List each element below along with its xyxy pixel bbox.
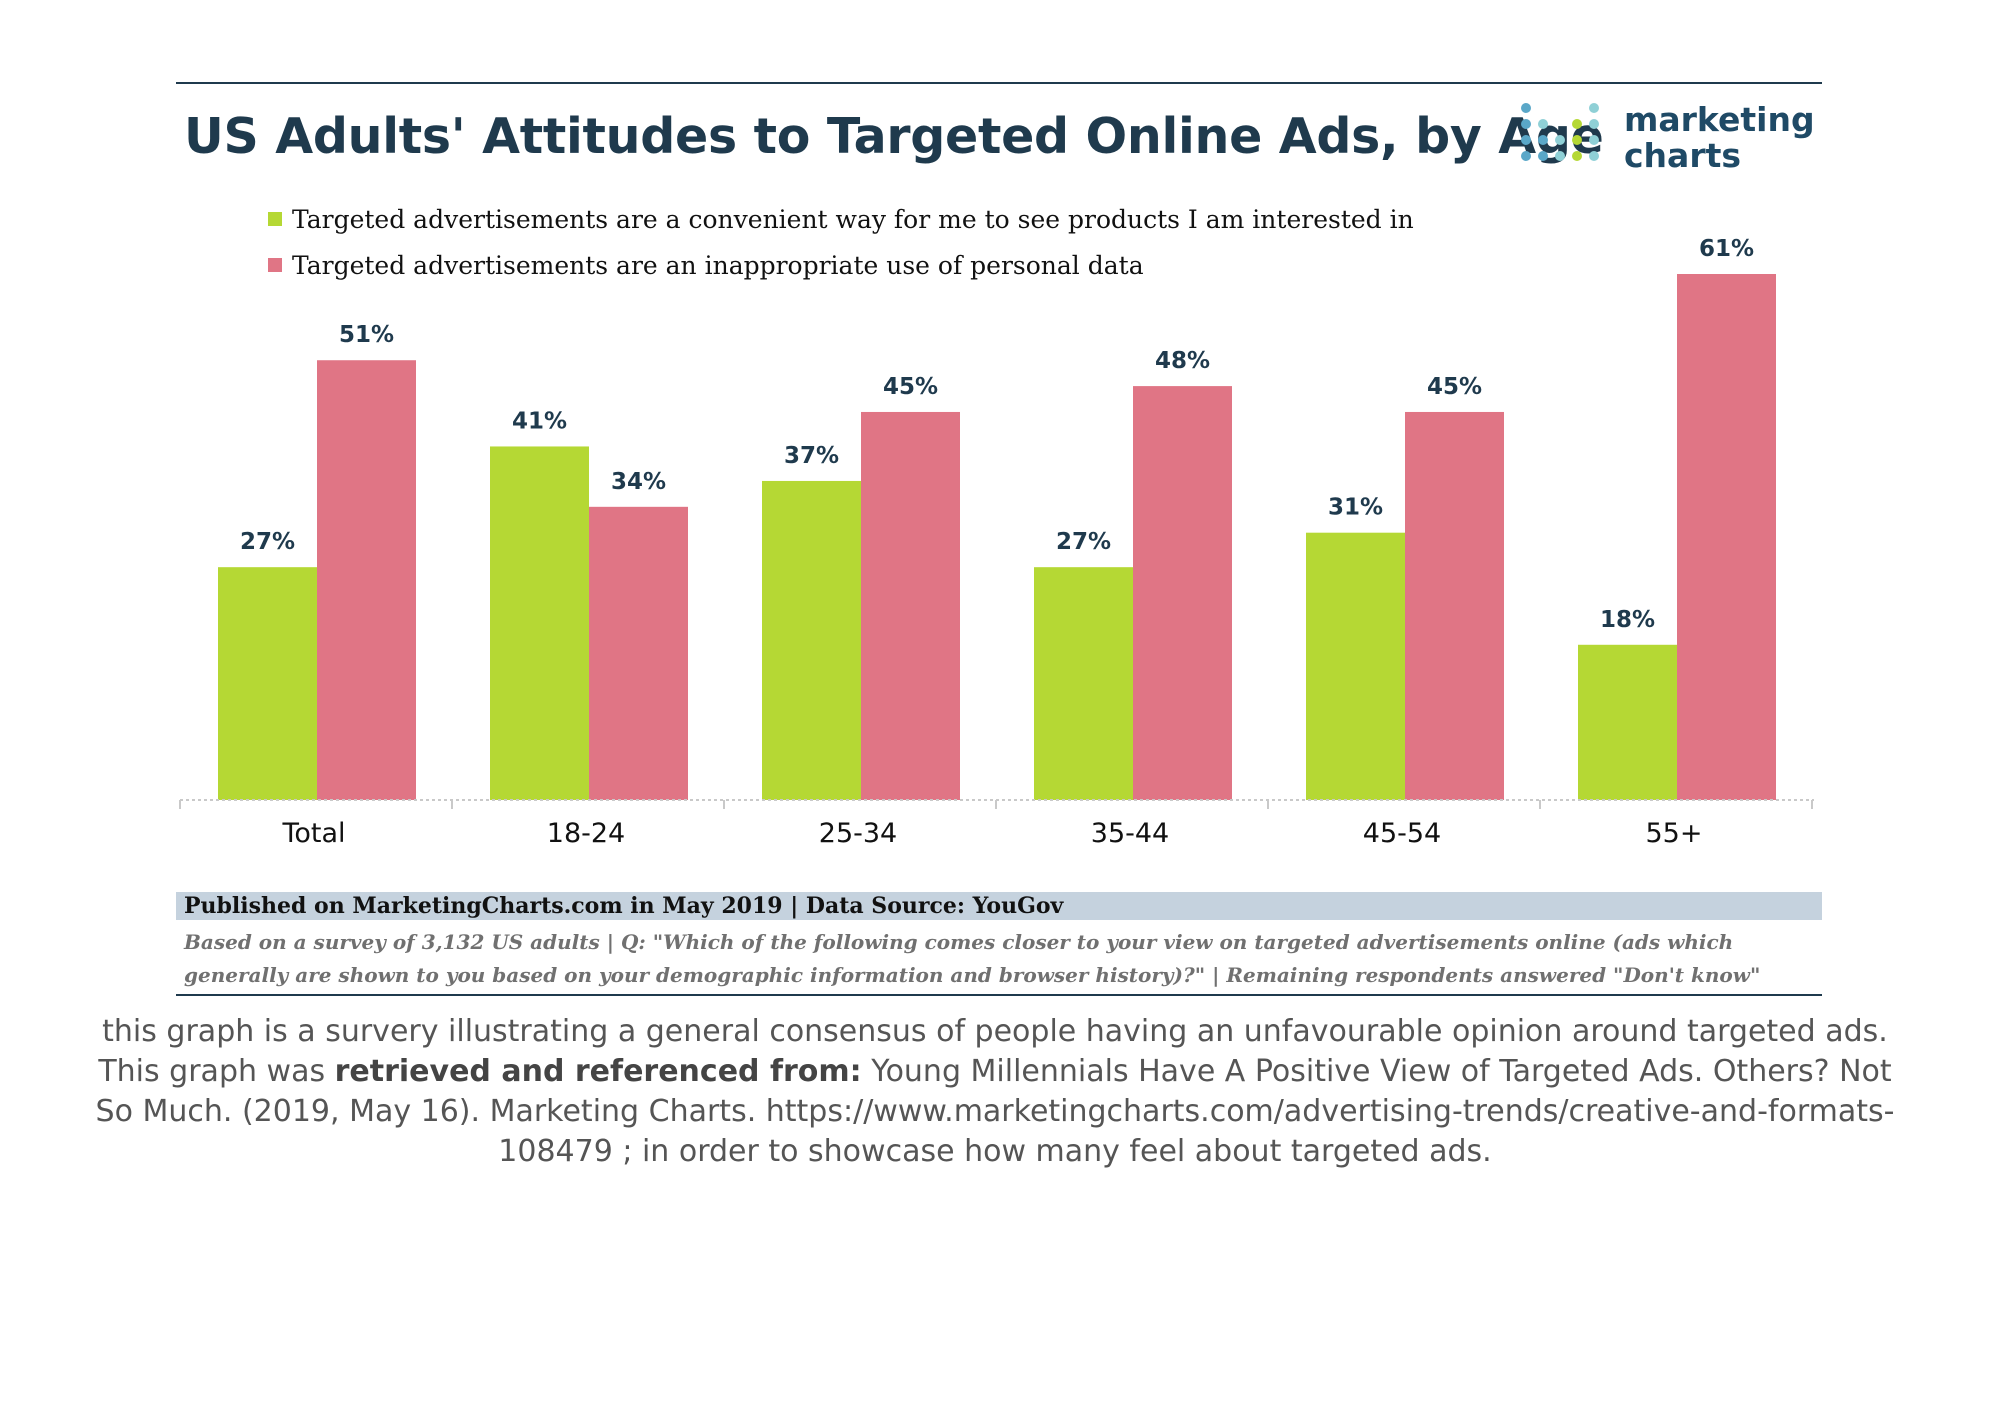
logo-line-1: marketing — [1624, 100, 1815, 139]
data-label-convenient-2: 37% — [784, 443, 839, 469]
x-tick-label-2: 25-34 — [819, 818, 897, 849]
data-label-inappropriate-1: 34% — [611, 469, 666, 495]
legend-label-convenient: Targeted advertisements are a convenient… — [292, 204, 1414, 234]
x-tick-label-4: 45-54 — [1363, 818, 1441, 849]
data-label-inappropriate-4: 45% — [1427, 374, 1482, 400]
bar-convenient-4 — [1306, 532, 1405, 800]
x-tick-label-3: 35-44 — [1091, 818, 1169, 849]
bar-convenient-3 — [1034, 567, 1133, 800]
x-tick-label-1: 18-24 — [547, 818, 625, 849]
bar-inappropriate-2 — [861, 411, 960, 800]
caption-part-1: this graph is a survery illustrating a g… — [98, 1014, 1888, 1089]
legend-swatch-pink — [268, 258, 282, 272]
data-label-convenient-0: 27% — [240, 529, 295, 555]
caption: this graph is a survery illustrating a g… — [80, 1012, 1910, 1172]
data-label-convenient-1: 41% — [512, 408, 567, 434]
bar-convenient-0 — [218, 567, 317, 800]
caption-bold: retrieved and referenced from: — [334, 1054, 862, 1089]
legend: Targeted advertisements are a convenient… — [268, 196, 1414, 288]
bar-inappropriate-1 — [589, 506, 688, 800]
footer-source-band: Published on MarketingCharts.com in May … — [176, 892, 1822, 920]
legend-label-inappropriate: Targeted advertisements are an inappropr… — [292, 250, 1144, 280]
bar-inappropriate-4 — [1405, 411, 1504, 800]
bar-inappropriate-0 — [317, 360, 416, 800]
bar-inappropriate-3 — [1133, 386, 1232, 800]
x-tick-label-0: Total — [281, 818, 345, 849]
footer-published: Published on MarketingCharts.com in May … — [184, 893, 1064, 919]
data-label-inappropriate-3: 48% — [1155, 348, 1210, 374]
logo-line-2: charts — [1624, 136, 1742, 175]
bar-convenient-1 — [490, 446, 589, 800]
top-rule — [176, 82, 1822, 84]
marketing-charts-logo: marketing charts — [1516, 102, 1816, 182]
data-label-inappropriate-0: 51% — [339, 322, 394, 348]
legend-item-convenient: Targeted advertisements are a convenient… — [268, 196, 1414, 242]
data-label-convenient-4: 31% — [1328, 495, 1383, 521]
chart-title: US Adults' Attitudes to Targeted Online … — [184, 108, 1604, 165]
bottom-rule — [176, 994, 1822, 996]
logo-text: marketing charts — [1624, 102, 1815, 174]
legend-swatch-green — [268, 212, 282, 226]
bar-convenient-5 — [1578, 644, 1677, 800]
logo-dots-icon — [1521, 103, 1599, 161]
bar-chart: 27% 51% Total 41% 34% 18-24 37% 45% 25-34 27% 48% 3… — [179, 236, 1814, 849]
caption-part-2: Young Millennials Have A Positive View o… — [95, 1054, 1895, 1169]
bar-inappropriate-5 — [1677, 274, 1776, 800]
data-label-inappropriate-2: 45% — [883, 374, 938, 400]
data-label-convenient-5: 18% — [1600, 607, 1655, 633]
legend-item-inappropriate: Targeted advertisements are an inappropr… — [268, 242, 1414, 288]
data-label-convenient-3: 27% — [1056, 529, 1111, 555]
footer-note: Based on a survey of 3,132 US adults | Q… — [184, 930, 1761, 987]
x-tick-label-5: 55+ — [1646, 818, 1703, 849]
data-label-inappropriate-5: 61% — [1699, 236, 1754, 262]
bar-convenient-2 — [762, 480, 861, 800]
